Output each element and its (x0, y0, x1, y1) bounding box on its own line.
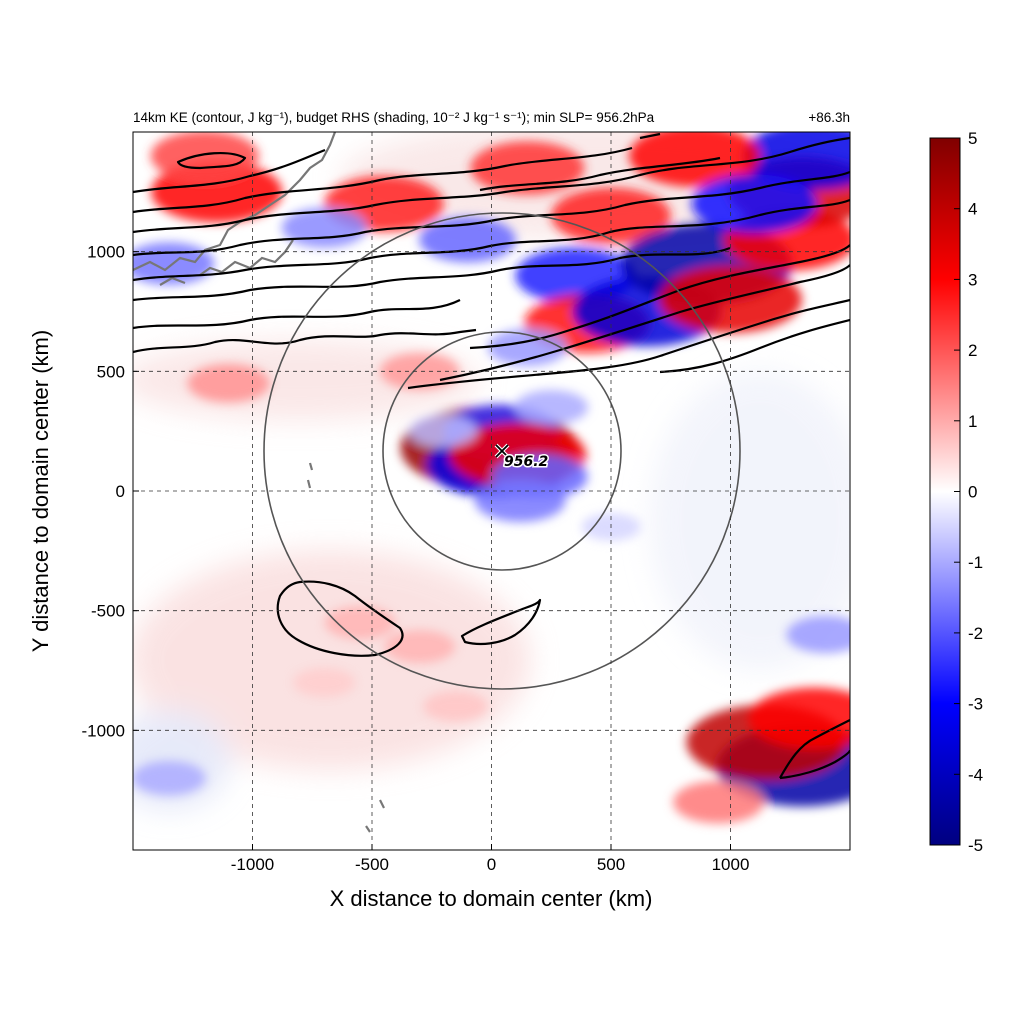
ring-500km (382, 331, 622, 571)
shading-blob-positive (423, 691, 489, 722)
radius-rings (263, 212, 741, 690)
colorbar-tick-label: -2 (968, 624, 983, 643)
shading-blob-positive (324, 606, 396, 640)
y-tick-label: -500 (91, 602, 125, 621)
shading-blob-negative (487, 328, 568, 366)
shading-blob-positive (470, 141, 585, 195)
shading-blob-positive (293, 667, 356, 698)
colorbar-tick-label: 5 (968, 129, 977, 148)
colorbar-tick-label: -4 (968, 765, 983, 784)
colorbar-tick-label: 1 (968, 412, 977, 431)
forecast-hour-label: +86.3h (808, 110, 850, 125)
plot-area: 956.2 (132, 131, 851, 851)
shading-blob-positive (748, 687, 850, 750)
chart-title: 14km KE (contour, J kg⁻¹), budget RHS (s… (133, 110, 655, 125)
x-tick-label: -500 (355, 855, 389, 874)
colorbar-tick-label: 4 (968, 200, 977, 219)
x-axis-ticks: -1000 -500 0 500 1000 (231, 844, 750, 874)
x-tick-label: 0 (487, 855, 496, 874)
colorbar-tick-label: -1 (968, 553, 983, 572)
colorbar-tick-label: -3 (968, 695, 983, 714)
colorbar-tick-label: 3 (968, 270, 977, 289)
colorbar: 5 4 3 2 1 0 -1 -2 -3 -4 -5 (929, 129, 983, 855)
colorbar-tick-label: 0 (968, 483, 977, 502)
shading-blob-positive (187, 364, 270, 403)
x-tick-label: 1000 (712, 855, 750, 874)
shading-blob-positive (673, 780, 764, 824)
y-tick-label: -1000 (82, 721, 125, 740)
x-axis-label: X distance to domain center (km) (330, 886, 653, 911)
y-tick-label: 1000 (87, 243, 125, 262)
y-tick-label: 0 (116, 482, 125, 501)
shading-blob-negative (514, 389, 589, 425)
shading-blob-negative (742, 132, 850, 190)
colorbar-tick-label: -5 (968, 836, 983, 855)
storm-center-marker: 956.2 (494, 443, 550, 472)
shading-blob-positive (150, 132, 259, 182)
shading-blob-negative (409, 415, 478, 448)
y-tick-label: 500 (97, 362, 125, 381)
shading-blob-positive (629, 132, 761, 187)
shading-blob-negative (133, 760, 206, 796)
colorbar-tick-label: 2 (968, 341, 977, 360)
colorbar-ticks: 5 4 3 2 1 0 -1 -2 -3 -4 -5 (954, 129, 983, 855)
y-axis-ticks: -1000 -500 0 500 1000 (82, 243, 139, 740)
shading-blob-negative (786, 616, 850, 654)
shading-blob-negative (474, 479, 566, 522)
y-axis-label: Y distance to domain center (km) (28, 330, 53, 652)
x-tick-label: 500 (597, 855, 625, 874)
shading-blob-negative (691, 174, 818, 234)
min-slp-label: 956.2 (504, 454, 548, 470)
x-tick-label: -1000 (231, 855, 274, 874)
ring-1000km (263, 212, 741, 690)
shading-blob-positive (380, 352, 460, 390)
